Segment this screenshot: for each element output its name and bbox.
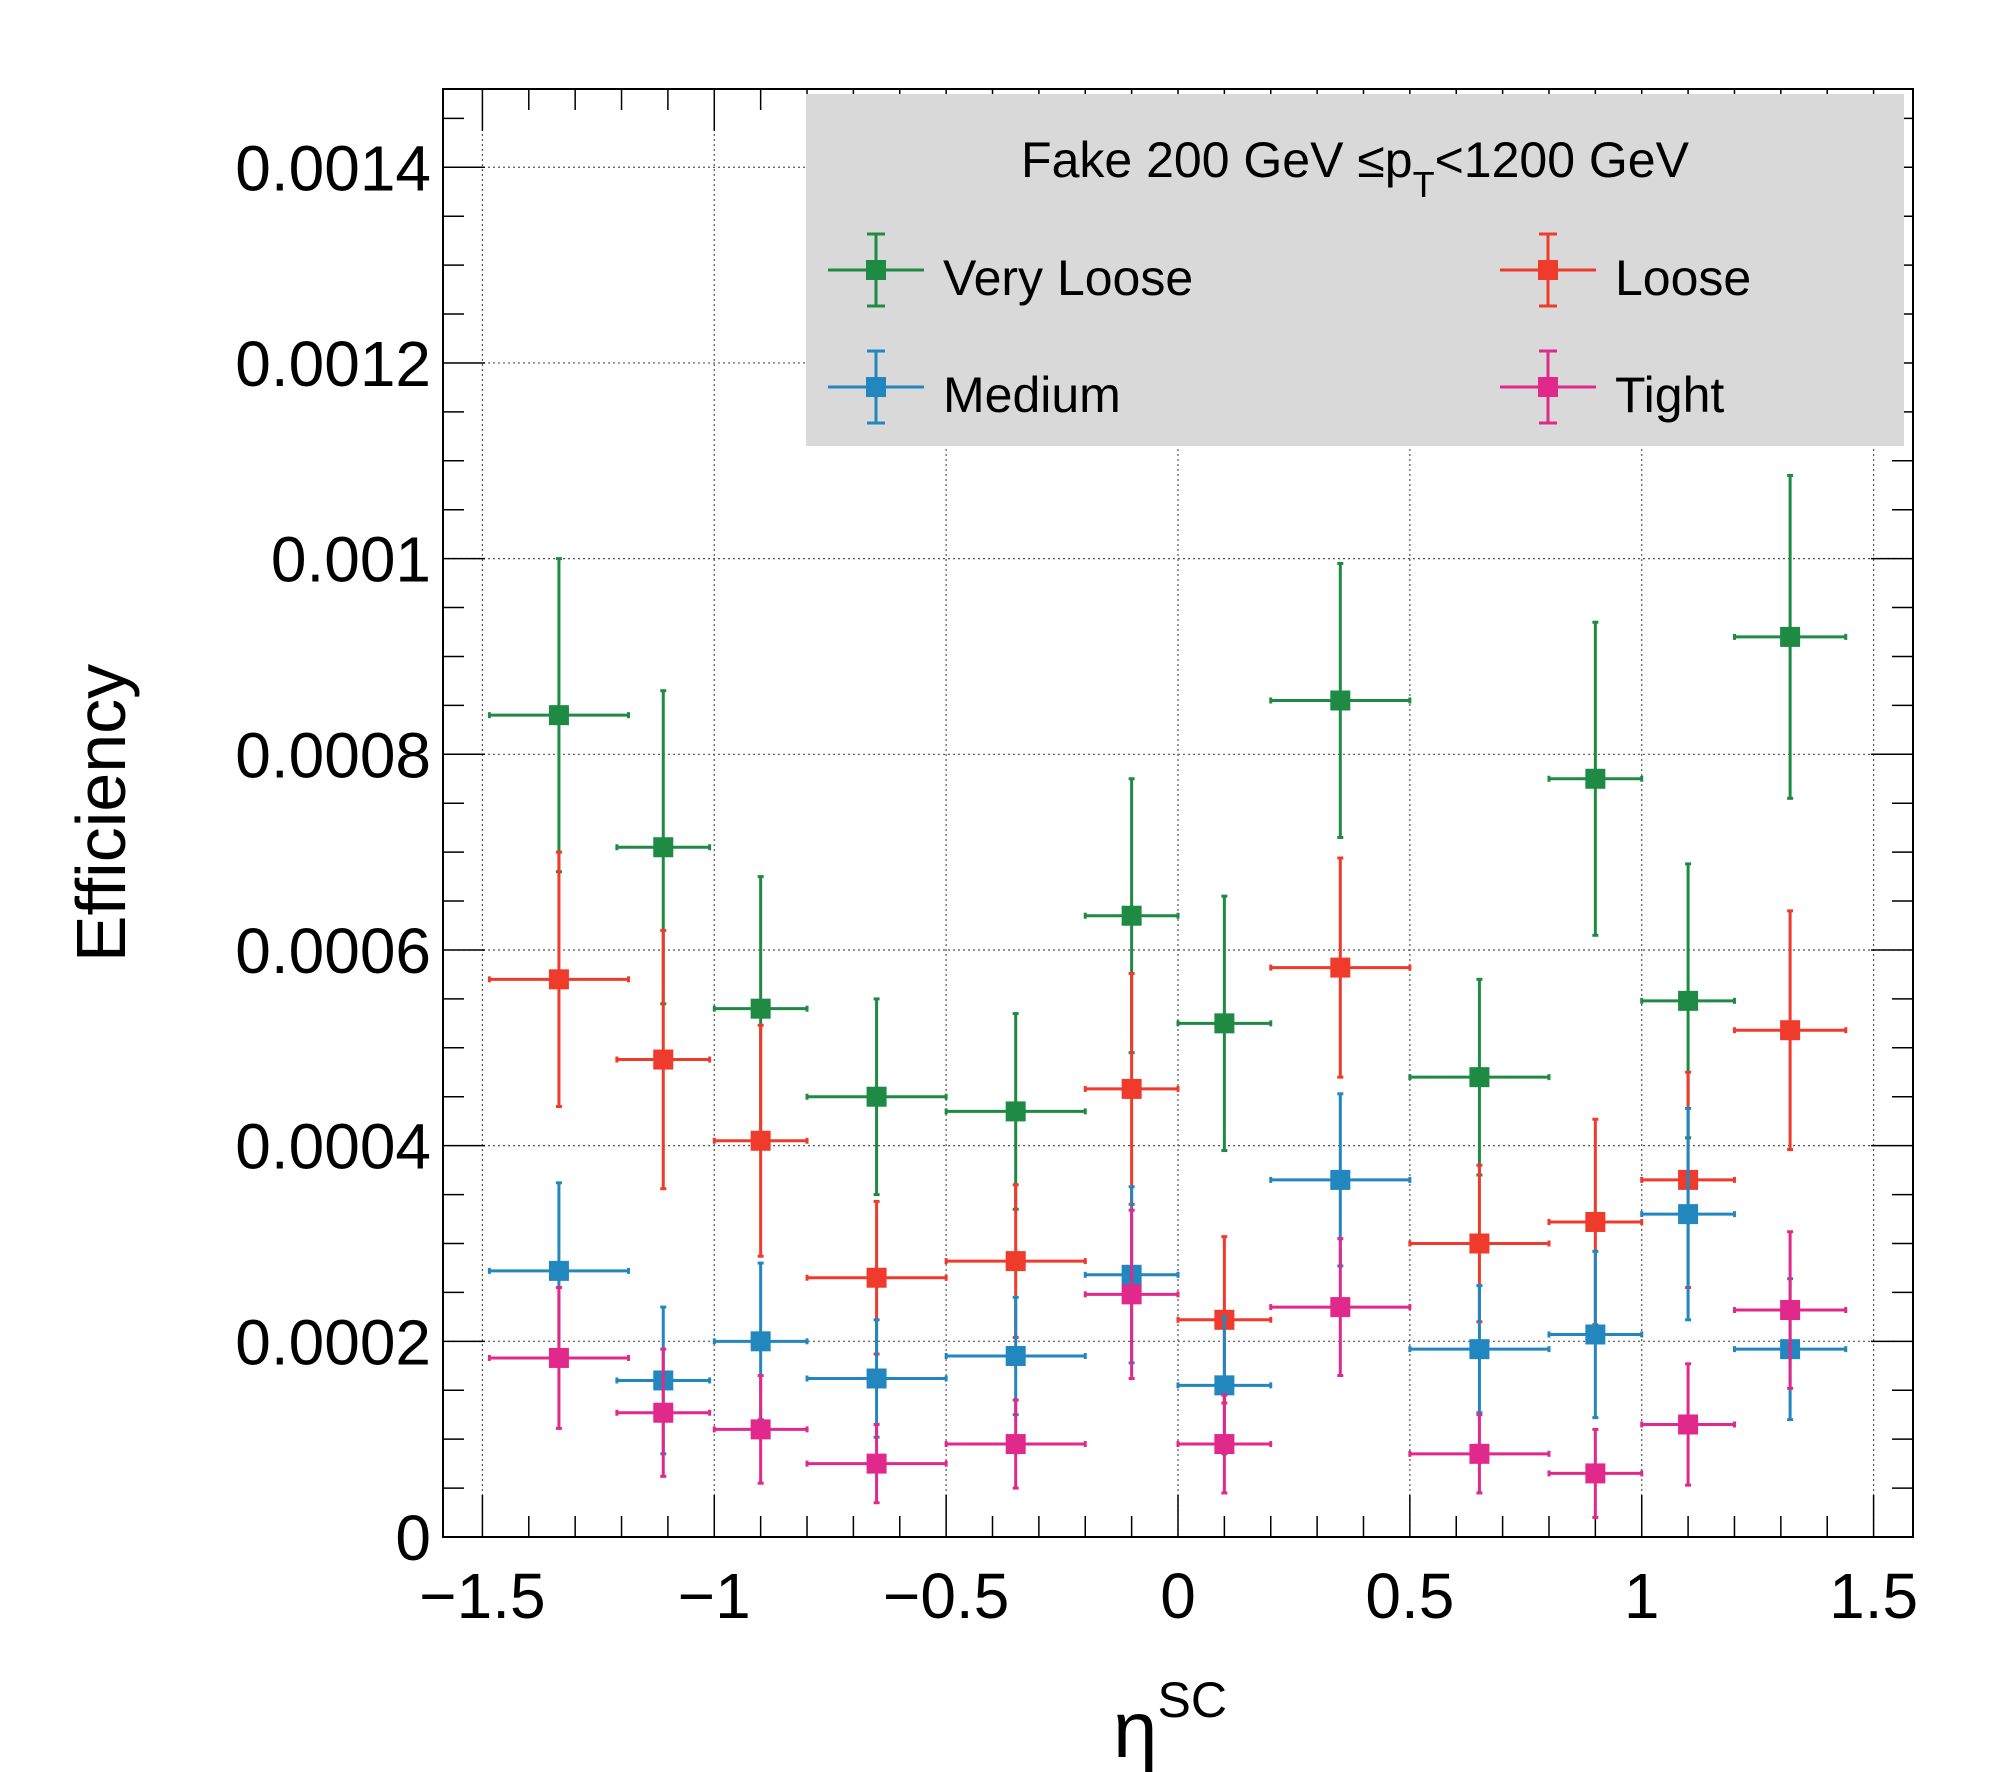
y-tick-labels: 0 0.0002 0.0004 0.0006 0.0008 0.001 0.0012 0.00… bbox=[235, 132, 431, 1574]
data-point bbox=[1469, 1339, 1490, 1360]
data-point bbox=[750, 1419, 771, 1440]
data-point bbox=[1121, 1284, 1142, 1305]
data-point bbox=[1780, 1300, 1801, 1321]
data-point bbox=[1330, 957, 1351, 978]
legend-marker-square bbox=[866, 377, 886, 397]
data-point bbox=[1005, 1434, 1026, 1455]
legend-marker-loose bbox=[1500, 232, 1596, 308]
data-point bbox=[1780, 1020, 1801, 1041]
y-tick-label: 0.001 bbox=[271, 524, 431, 596]
legend-marker-tight bbox=[1500, 349, 1596, 425]
data-point bbox=[1330, 1169, 1351, 1190]
data-point bbox=[1678, 990, 1699, 1011]
legend: Fake 200 GeV ≤pT<1200 GeV Very Loose Loo… bbox=[806, 94, 1904, 446]
data-point bbox=[1330, 690, 1351, 711]
data-point bbox=[1330, 1297, 1351, 1318]
data-point bbox=[548, 705, 569, 726]
x-tick-label: 0 bbox=[1160, 1560, 1196, 1632]
x-tick-label: 1.5 bbox=[1829, 1560, 1918, 1632]
x-tick-label: 0.5 bbox=[1365, 1560, 1454, 1632]
data-point bbox=[1005, 1101, 1026, 1122]
x-tick-label: 1 bbox=[1624, 1560, 1660, 1632]
y-tick-label: 0.0014 bbox=[235, 132, 431, 204]
x-tick-labels: −1.5 −1 −0.5 0 0.5 1 1.5 bbox=[419, 1560, 1918, 1632]
x-axis-title-symbol: η bbox=[1113, 1685, 1158, 1772]
data-point bbox=[653, 1402, 674, 1423]
legend-marker-square bbox=[1538, 377, 1558, 397]
y-tick-label: 0.0012 bbox=[235, 328, 431, 400]
legend-title-pre: Fake 200 GeV ≤p bbox=[1021, 132, 1413, 188]
data-point bbox=[1121, 905, 1142, 926]
data-point bbox=[750, 1331, 771, 1352]
data-point bbox=[1780, 626, 1801, 647]
data-point bbox=[548, 1347, 569, 1368]
data-point bbox=[1214, 1013, 1235, 1034]
data-point bbox=[1585, 768, 1606, 789]
data-point bbox=[1585, 1324, 1606, 1345]
y-tick-label: 0 bbox=[395, 1502, 431, 1574]
legend-marker-square bbox=[866, 260, 886, 280]
legend-marker-medium bbox=[828, 349, 924, 425]
data-point bbox=[1678, 1204, 1699, 1225]
data-point bbox=[1005, 1346, 1026, 1366]
data-point bbox=[1469, 1067, 1490, 1088]
data-point bbox=[1585, 1463, 1606, 1484]
data-point bbox=[1214, 1434, 1235, 1455]
x-tick-label: −1 bbox=[678, 1560, 751, 1632]
legend-label-loose: Loose bbox=[1615, 250, 1751, 306]
y-tick-label: 0.0002 bbox=[235, 1306, 431, 1378]
data-point bbox=[750, 1130, 771, 1151]
data-point bbox=[1469, 1233, 1490, 1254]
legend-markers bbox=[828, 232, 1596, 425]
legend-title-post: <1200 GeV bbox=[1435, 132, 1690, 188]
data-point bbox=[1585, 1211, 1606, 1232]
data-point bbox=[1005, 1251, 1026, 1272]
y-tick-label: 0.0004 bbox=[235, 1111, 431, 1183]
data-point bbox=[866, 1086, 887, 1107]
legend-title: Fake 200 GeV ≤pT<1200 GeV bbox=[1021, 132, 1690, 205]
data-point bbox=[1678, 1414, 1699, 1435]
data-point bbox=[1469, 1443, 1490, 1464]
plot-frame bbox=[442, 88, 1914, 1538]
legend-label-very-loose: Very Loose bbox=[943, 250, 1193, 306]
series-tight bbox=[487, 1208, 1848, 1519]
data-point bbox=[653, 1049, 674, 1070]
legend-label-medium: Medium bbox=[943, 367, 1121, 423]
x-axis-title: ηSC bbox=[1113, 1672, 1227, 1772]
x-tick-label: −1.5 bbox=[419, 1560, 545, 1632]
legend-marker-very-loose bbox=[828, 232, 924, 308]
data-point bbox=[866, 1368, 887, 1389]
legend-label-tight: Tight bbox=[1615, 367, 1724, 423]
data-series bbox=[487, 473, 1848, 1519]
data-point bbox=[548, 969, 569, 990]
data-point bbox=[1214, 1375, 1235, 1396]
legend-marker-square bbox=[1538, 260, 1558, 280]
x-axis-title-superscript: SC bbox=[1158, 1672, 1227, 1728]
y-tick-label: 0.0006 bbox=[235, 915, 431, 987]
data-point bbox=[653, 837, 674, 858]
x-tick-label: −0.5 bbox=[883, 1560, 1009, 1632]
legend-box bbox=[806, 94, 1904, 446]
y-axis-title: Efficiency bbox=[62, 664, 140, 962]
data-point bbox=[866, 1453, 887, 1474]
data-point bbox=[548, 1260, 569, 1281]
data-point bbox=[1121, 1078, 1142, 1099]
y-tick-label: 0.0008 bbox=[235, 719, 431, 791]
data-point bbox=[866, 1267, 887, 1288]
data-point bbox=[750, 998, 771, 1019]
legend-title-sub: T bbox=[1413, 164, 1435, 205]
